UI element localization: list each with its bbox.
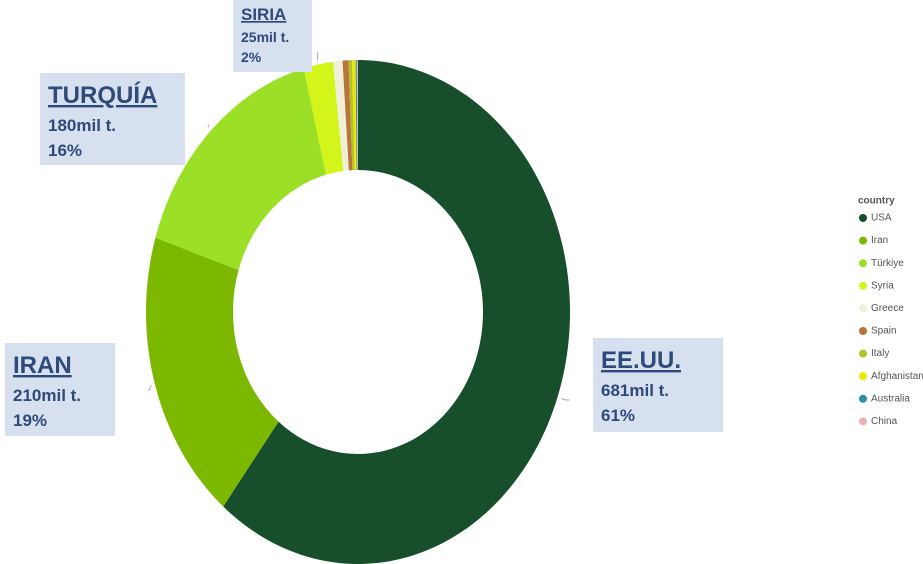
- slice: [145, 237, 279, 507]
- callout-box: [40, 73, 185, 165]
- callout-value: 681mil t.: [601, 381, 669, 400]
- callout-name: TURQUÍA: [48, 81, 157, 109]
- slice: [355, 60, 358, 171]
- legend-label: Afghanistan: [871, 371, 923, 382]
- slice: [303, 61, 344, 175]
- callout-box: [593, 338, 723, 432]
- slice: [155, 68, 327, 271]
- callout-percent: 61%: [601, 406, 635, 425]
- legend-title: country: [858, 196, 895, 207]
- legend-swatch: [859, 236, 867, 245]
- callout-percent: 2%: [241, 49, 262, 65]
- callout-percent: 19%: [13, 411, 47, 430]
- legend-swatch: [859, 327, 867, 335]
- legend-label: Italy: [871, 348, 889, 359]
- legend-label: Iran: [871, 235, 888, 246]
- legend-swatch: [859, 349, 867, 358]
- leader-line: [148, 385, 152, 391]
- callout-box: [233, 0, 312, 72]
- slice: [348, 60, 355, 171]
- legend-swatch: [859, 417, 867, 426]
- slice: [352, 60, 357, 171]
- legend-label: Türkiye: [871, 258, 904, 269]
- leader-line: [561, 397, 570, 401]
- legend-label: Spain: [871, 326, 897, 337]
- legend-swatch: [859, 214, 867, 222]
- legend-label: Greece: [871, 303, 904, 314]
- legend-swatch: [859, 372, 867, 381]
- legend-swatch: [859, 394, 867, 403]
- legend-label: Syria: [871, 280, 894, 291]
- callout-value: 180mil t.: [48, 116, 116, 135]
- callout-name: SIRIA: [241, 5, 286, 24]
- callout-value: 25mil t.: [241, 29, 289, 45]
- slice: [223, 60, 571, 564]
- slice: [356, 60, 358, 171]
- legend-swatch: [859, 304, 867, 313]
- callout-value: 210mil t.: [13, 386, 81, 405]
- legend-label: China: [871, 416, 898, 427]
- legend-swatch: [859, 281, 867, 290]
- callout-box: [5, 343, 115, 436]
- callout-name: IRAN: [13, 352, 72, 379]
- legend-label: Australia: [871, 393, 910, 404]
- legend-label: USA: [871, 213, 892, 224]
- slice: [342, 60, 353, 171]
- legend-swatch: [859, 259, 867, 268]
- slice: [333, 60, 349, 171]
- callout-percent: 16%: [48, 141, 82, 160]
- callout-name: EE.UU.: [601, 347, 681, 374]
